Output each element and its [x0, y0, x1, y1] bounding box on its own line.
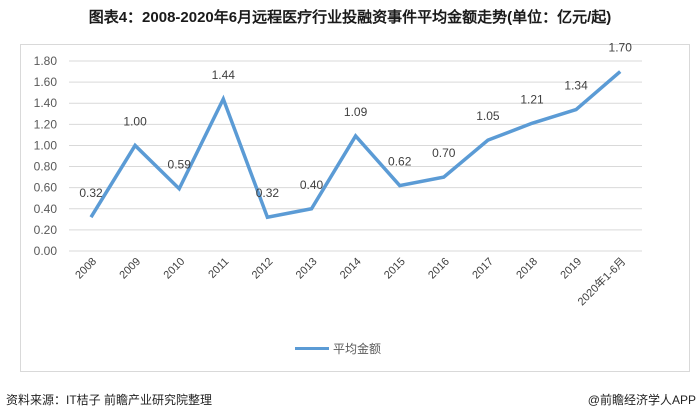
data-labels: 0.32 1.00 0.59 1.44 0.32 0.40 1.09 0.62 0.70 1.05…	[79, 41, 632, 201]
chart-frame	[20, 44, 690, 372]
x-tick-label: 2009	[117, 256, 143, 282]
legend-line-icon	[295, 347, 329, 350]
data-label: 1.00	[123, 114, 147, 128]
legend-label: 平均金额	[333, 342, 382, 356]
y-tick-label: 0.40	[34, 202, 58, 216]
data-label: 0.62	[388, 155, 412, 169]
x-tick-label: 2013	[294, 256, 320, 282]
legend: 平均金额	[295, 340, 381, 357]
data-label: 1.70	[609, 41, 633, 55]
x-tick-label: 2017	[470, 256, 496, 282]
y-tick-label: 1.20	[34, 117, 58, 131]
data-label: 0.40	[300, 178, 324, 192]
chart-title: 图表4：2008-2020年6月远程医疗行业投融资事件平均金额走势(单位：亿元/…	[88, 9, 612, 26]
data-label: 0.70	[432, 146, 456, 160]
y-tick-label: 0.00	[34, 244, 58, 258]
y-tick-label: 0.20	[34, 223, 58, 237]
y-tick-label: 0.60	[34, 181, 58, 195]
y-tick-label: 1.40	[34, 96, 58, 110]
x-tick-label: 2010	[162, 256, 188, 282]
x-tick-label: 2011	[206, 256, 231, 281]
y-axis-ticks: 0.00 0.20 0.40 0.60 0.80 1.00 1.20 1.40 1.60 1.80	[34, 54, 58, 258]
credit-note: @前瞻经济学人APP	[587, 393, 696, 407]
data-label: 1.34	[564, 79, 588, 93]
data-label: 0.32	[79, 186, 103, 200]
x-tick-label: 2012	[250, 256, 276, 282]
y-tick-label: 0.80	[34, 160, 58, 174]
x-axis-ticks: 2008 2009 2010 2011 2012 2013 2014 2015 2016 2017…	[73, 254, 628, 308]
x-tick-label: 2019	[558, 256, 584, 282]
x-tick-label: 2014	[338, 256, 364, 282]
x-tick-label: 2008	[73, 256, 99, 282]
series-line-average-amount	[89, 70, 622, 220]
y-tick-label: 1.00	[34, 138, 58, 152]
data-label: 1.21	[520, 92, 544, 106]
x-tick-label: 2018	[514, 256, 540, 282]
x-tick-label: 2015	[382, 256, 408, 282]
gridlines	[69, 60, 642, 252]
x-tick-label: 2016	[426, 256, 452, 282]
data-label: 0.59	[168, 158, 192, 172]
data-label: 1.05	[476, 109, 500, 123]
y-tick-label: 1.60	[34, 75, 58, 89]
data-label: 1.09	[344, 105, 368, 119]
source-note: 资料来源：IT桔子 前瞻产业研究院整理	[6, 393, 212, 407]
data-label: 0.32	[256, 186, 280, 200]
y-tick-label: 1.80	[34, 54, 58, 68]
data-label: 1.44	[212, 68, 236, 82]
